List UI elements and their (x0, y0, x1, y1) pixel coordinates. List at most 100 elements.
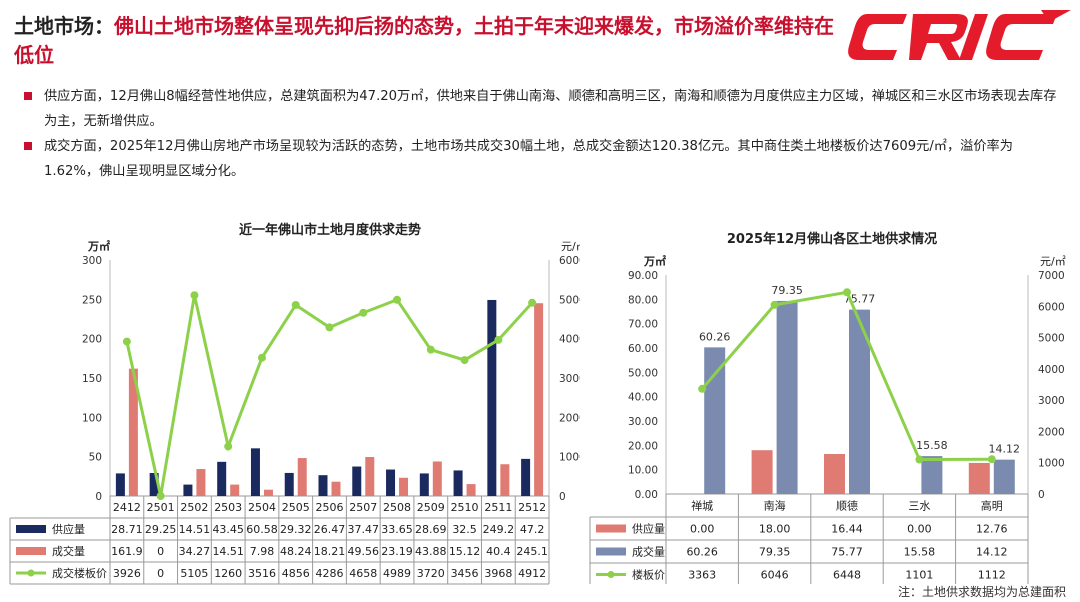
table-cell: 33.65 (381, 523, 413, 536)
table-cell: 245.1 (516, 545, 548, 558)
bar-supply (824, 453, 845, 494)
y-tick-left: 70.00 (628, 319, 658, 331)
y-axis-left-unit: 万㎡ (643, 254, 666, 268)
bar-supply (284, 472, 294, 496)
bar-supply (453, 470, 463, 496)
table-cell: 6046 (761, 569, 789, 582)
y-tick-right: 6000 (559, 255, 580, 267)
bar-deal (365, 457, 375, 496)
table-cell: 29.25 (145, 523, 177, 536)
table-cell: 23.19 (381, 545, 413, 558)
price-point (494, 335, 503, 344)
price-point (156, 492, 165, 500)
bar-supply (149, 472, 159, 496)
price-point (359, 308, 368, 317)
price-line (701, 290, 992, 462)
legend-swatch (16, 525, 46, 533)
y-tick-left: 250 (82, 294, 102, 306)
bar-supply (318, 475, 328, 496)
bar-deal (128, 368, 138, 496)
table-cell: 18.21 (314, 545, 346, 558)
table-cell: 49.56 (348, 545, 380, 558)
x-tick-label: 2510 (451, 501, 479, 514)
bar-supply (250, 448, 260, 496)
x-tick-label: 禅城 (691, 499, 713, 513)
price-point (291, 300, 300, 309)
table-cell: 3968 (484, 567, 512, 580)
y-tick-right: 6000 (1038, 301, 1065, 313)
table-cell: 4286 (316, 567, 344, 580)
bar-supply (352, 466, 362, 496)
table-cell: 32.5 (452, 523, 477, 536)
y-tick-right: 4000 (559, 334, 580, 346)
bar-deal (263, 489, 273, 496)
bullet-deal: 成交方面，2025年12月佛山房地产市场呈现较为活跃的态势，土地市场共成交30幅… (22, 134, 1062, 184)
bar-supply (968, 462, 990, 494)
table-cell: 3516 (248, 567, 276, 580)
title-main: 佛山土地市场整体呈现先抑后扬的态势，土拍于年末迎来爆发，市场溢价率维持在低位 (14, 14, 834, 67)
y-tick-right: 2000 (1038, 426, 1065, 438)
bar-supply (183, 484, 193, 496)
y-tick-left: 100 (82, 412, 102, 424)
y-tick-right: 3000 (1038, 395, 1065, 407)
bar-supply (521, 458, 531, 496)
bar-deal (196, 469, 206, 496)
y-tick-left: 50.00 (628, 367, 658, 379)
table-cell: 4989 (383, 567, 411, 580)
x-tick-label: 2501 (147, 501, 175, 514)
bar-deal (466, 484, 476, 496)
y-tick-left: 10.00 (628, 465, 658, 477)
table-cell: 60.26 (686, 546, 718, 559)
y-tick-right: 4000 (1038, 364, 1065, 376)
x-tick-label: 2508 (383, 501, 411, 514)
footnote: 注：土地供求数据均为总建面积 (897, 585, 1066, 599)
price-point (987, 455, 996, 464)
table-cell: 79.35 (759, 546, 791, 559)
table-cell: 16.44 (831, 523, 863, 536)
bar-deal (331, 481, 341, 496)
monthly-trend-chart: 近一年佛山市土地月度供求走势万㎡元/㎡050100150200250300010… (9, 222, 580, 585)
price-point (122, 337, 131, 346)
price-point (224, 442, 233, 451)
price-point (698, 384, 707, 393)
y-tick-right: 1000 (559, 452, 580, 464)
table-cell: 37.47 (348, 523, 380, 536)
cric-logo (848, 10, 1071, 60)
summary-bullets: 供应方面，12月佛山8幅经营性地供应，总建筑面积为47.20万㎡，供地来自于佛山… (22, 84, 1062, 184)
bar-data-label: 79.35 (771, 284, 803, 297)
bar-supply (217, 461, 227, 496)
slide-title: 土地市场：佛山土地市场整体呈现先抑后扬的态势，土拍于年末迎来爆发，市场溢价率维持… (14, 12, 834, 70)
bar-data-label: 60.26 (699, 330, 731, 343)
x-tick-label: 2509 (417, 501, 445, 514)
table-cell: 14.12 (976, 546, 1008, 559)
bar-deal (776, 300, 798, 494)
legend-swatch (596, 524, 626, 533)
table-cell: 4912 (518, 567, 546, 580)
table-cell: 3720 (417, 567, 445, 580)
price-point (843, 288, 851, 297)
table-cell: 40.4 (486, 545, 511, 558)
chart-title: 近一年佛山市土地月度供求走势 (239, 222, 421, 238)
bar-deal (399, 477, 409, 496)
table-cell: 15.12 (449, 545, 481, 558)
x-tick-label: 2504 (248, 501, 276, 514)
legend-swatch (16, 547, 46, 555)
bar-deal (297, 458, 307, 496)
bar-deal (432, 461, 442, 496)
x-tick-label: 2412 (113, 501, 141, 514)
table-cell: 43.45 (212, 523, 244, 536)
table-cell: 29.32 (280, 523, 312, 536)
bar-supply (487, 299, 497, 496)
price-point (426, 345, 435, 354)
table-cell: 1112 (978, 569, 1006, 582)
y-tick-left: 90.00 (628, 270, 658, 282)
chart-title: 2025年12月佛山各区土地供求情况 (727, 231, 937, 247)
table-cell: 28.69 (415, 523, 447, 536)
table-cell: 75.77 (831, 546, 863, 559)
x-tick-label: 2502 (180, 501, 208, 514)
legend-swatch (596, 547, 626, 556)
bar-data-label: 15.58 (916, 439, 948, 452)
legend-label: 供应量 (632, 522, 665, 536)
legend-label: 成交楼板价 (52, 566, 107, 580)
